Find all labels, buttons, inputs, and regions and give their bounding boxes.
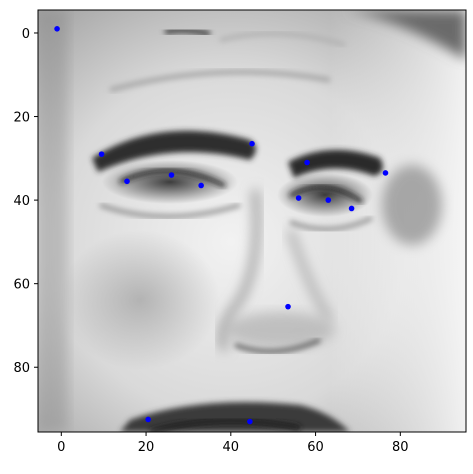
landmark-point bbox=[247, 419, 253, 425]
landmark-point bbox=[124, 179, 130, 185]
landmark-point bbox=[54, 26, 60, 32]
y-tick-label: 60 bbox=[13, 278, 30, 293]
y-tick-label: 40 bbox=[13, 194, 30, 209]
y-tick-label: 80 bbox=[13, 361, 30, 376]
y-tick-label: 20 bbox=[13, 111, 30, 126]
x-tick-label: 60 bbox=[307, 440, 324, 455]
landmark-point bbox=[285, 304, 291, 310]
landmark-point bbox=[169, 172, 175, 178]
landmark-point bbox=[383, 170, 389, 176]
landmark-point bbox=[325, 197, 331, 203]
x-axis-ticks: 0 20 40 60 80 bbox=[57, 432, 408, 455]
landmark-point bbox=[349, 206, 355, 212]
x-tick-label: 80 bbox=[392, 440, 409, 455]
y-tick-label: 0 bbox=[22, 27, 30, 42]
landmark-point bbox=[145, 417, 151, 423]
landmark-point bbox=[198, 183, 204, 189]
landmark-point bbox=[99, 151, 105, 157]
x-tick-label: 40 bbox=[223, 440, 240, 455]
landmark-point bbox=[249, 141, 255, 147]
landmark-point bbox=[296, 195, 302, 201]
x-tick-label: 0 bbox=[57, 440, 65, 455]
x-tick-label: 20 bbox=[138, 440, 155, 455]
face-photo-image bbox=[38, 10, 466, 432]
y-axis-ticks: 0 20 40 60 80 bbox=[13, 27, 38, 376]
landmark-point bbox=[304, 160, 310, 166]
